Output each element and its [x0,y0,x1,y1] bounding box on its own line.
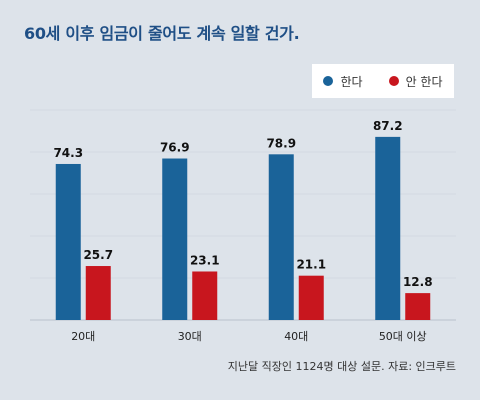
bar-series1-3 [268,154,294,320]
bar-series2-1 [85,266,111,320]
data-label: 23.1 [190,253,220,267]
bar-series2-2 [192,271,218,320]
source-note: 지난달 직장인 1124명 대상 설문. 자료: 인크루트 [227,360,456,373]
data-label: 25.7 [83,248,113,262]
x-tick-label: 30대 [178,330,202,343]
legend-item-series1: 한다 [323,73,363,90]
bar-series1-1 [55,163,81,320]
bar-series2-3 [298,275,324,320]
legend-label-series2: 안 한다 [405,74,443,89]
legend-swatch-series2 [388,76,399,86]
legend-label-series1: 한다 [340,74,363,89]
x-tick-label: 20대 [71,330,95,343]
bar-series2-4 [405,293,431,320]
legend-swatch-series1 [323,76,334,86]
data-label: 21.1 [296,258,326,272]
bar-series1-2 [162,158,188,320]
data-label: 12.8 [403,275,433,289]
data-label: 74.3 [53,146,83,160]
legend-item-series2: 안 한다 [388,73,443,90]
bar-series1-4 [375,136,401,320]
data-label: 87.2 [373,119,403,133]
x-tick-label: 50대 이상 [379,330,427,343]
chart-title: 60세 이후 임금이 줄어도 계속 일할 건가. [24,24,300,43]
data-label: 78.9 [266,136,296,150]
data-label: 76.9 [160,141,190,155]
x-tick-label: 40대 [284,330,308,343]
legend: 한다 안 한다 [312,64,454,98]
